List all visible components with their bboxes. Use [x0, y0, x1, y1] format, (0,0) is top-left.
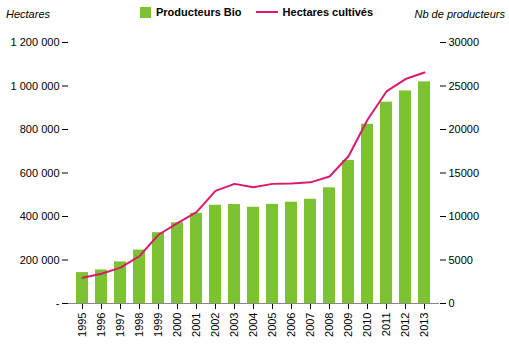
svg-text:0: 0: [449, 297, 455, 309]
svg-text:2012: 2012: [399, 313, 411, 337]
svg-text:600 000: 600 000: [20, 167, 60, 179]
html-text:Nb de producteurs: Nb de producteurs: [414, 8, 505, 20]
html-text:Producteurs Bio: Producteurs Bio: [156, 6, 242, 18]
svg-text:2001: 2001: [190, 313, 202, 337]
svg-text:2006: 2006: [285, 313, 297, 337]
svg-text:1 200 000: 1 200 000: [11, 36, 60, 48]
svg-text:2013: 2013: [418, 313, 430, 337]
svg-text:2002: 2002: [209, 313, 221, 337]
svg-text:2008: 2008: [323, 313, 335, 337]
svg-text:2009: 2009: [342, 313, 354, 337]
html-text:Hectares: Hectares: [6, 8, 50, 20]
svg-text:10000: 10000: [449, 210, 480, 222]
svg-text:200 000: 200 000: [20, 254, 60, 266]
svg-text:1995: 1995: [76, 313, 88, 337]
svg-text:1999: 1999: [152, 313, 164, 337]
svg-text:2000: 2000: [171, 313, 183, 337]
svg-text:15000: 15000: [449, 167, 480, 179]
svg-text:30000: 30000: [449, 36, 480, 48]
svg-text:2011: 2011: [380, 313, 392, 337]
svg-text:-: -: [56, 297, 60, 309]
svg-text:400 000: 400 000: [20, 210, 60, 222]
svg-text:2010: 2010: [361, 313, 373, 337]
svg-text:25000: 25000: [449, 80, 480, 92]
svg-text:5000: 5000: [449, 254, 473, 266]
svg-text:2003: 2003: [228, 313, 240, 337]
svg-text:20000: 20000: [449, 123, 480, 135]
svg-text:2004: 2004: [247, 313, 259, 337]
svg-text:1 000 000: 1 000 000: [11, 80, 60, 92]
svg-text:2005: 2005: [266, 313, 278, 337]
svg-text:800 000: 800 000: [20, 123, 60, 135]
svg-text:1996: 1996: [95, 313, 107, 337]
svg-text:1997: 1997: [114, 313, 126, 337]
svg-text:2007: 2007: [304, 313, 316, 337]
html-text:Hectares cultivés: Hectares cultivés: [282, 6, 374, 18]
svg-text:1998: 1998: [133, 313, 145, 337]
